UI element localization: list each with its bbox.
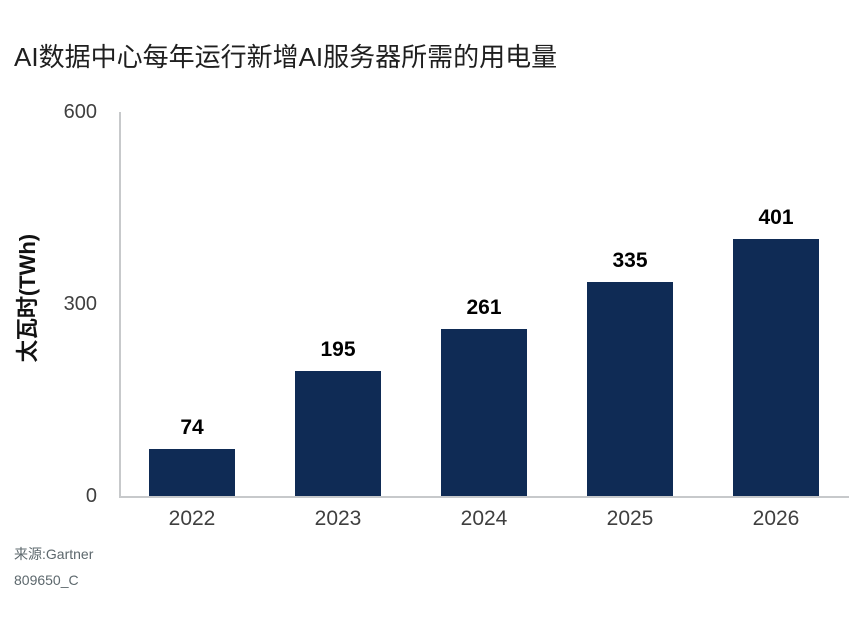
y-axis-tick-label: 300: [63, 293, 97, 315]
bar-value-label: 401: [758, 206, 794, 230]
x-axis-tick-label: 2023: [314, 507, 362, 530]
x-axis-tick-label: 2025: [606, 507, 654, 530]
bar-2022: [149, 448, 235, 496]
bar-value-label: 195: [320, 338, 356, 362]
bar-value-label: 74: [180, 415, 204, 439]
x-axis-tick-label: 2022: [168, 507, 216, 530]
chart-title: AI数据中心每年运行新增AI服务器所需的用电量: [14, 42, 558, 72]
y-axis-tick-label: 0: [85, 485, 97, 507]
bar-2024: [441, 328, 527, 496]
source-text: 来源:Gartner: [14, 546, 94, 562]
bar-2026: [733, 239, 819, 496]
bar-value-label: 261: [466, 295, 502, 319]
x-axis-tick-label: 2024: [460, 507, 508, 530]
y-axis-line: [119, 112, 121, 498]
document-id: 809650_C: [14, 572, 79, 588]
bar-2025: [587, 281, 673, 496]
x-axis-tick-label: 2026: [752, 507, 800, 530]
y-axis-tick-label: 600: [63, 101, 97, 123]
bar-2023: [295, 371, 381, 496]
x-axis-line: [119, 496, 849, 498]
bar-value-label: 335: [612, 248, 648, 272]
